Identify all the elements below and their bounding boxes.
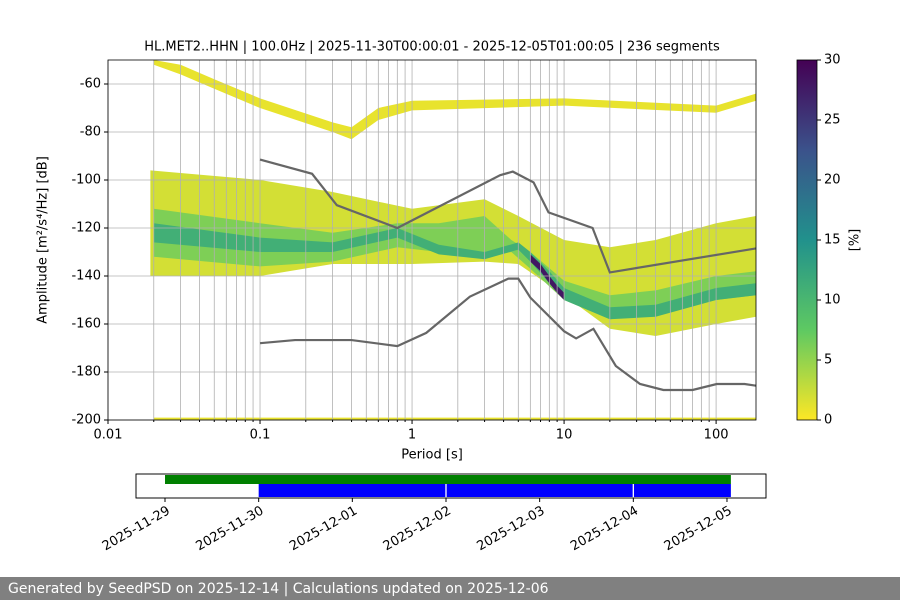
noise-model-line <box>259 277 756 392</box>
x-tick-label: 2025-11-30 <box>193 504 266 555</box>
y-tick-label: -160 <box>71 317 101 332</box>
colorbar <box>796 59 818 421</box>
noise-model-line <box>259 158 756 274</box>
x-tick-label: 2025-12-01 <box>287 504 360 555</box>
density-band <box>153 208 756 320</box>
density-band <box>153 223 756 320</box>
x-tick-label: 10 <box>556 428 573 443</box>
y-tick-label: -80 <box>80 125 101 140</box>
y-tick-label: -180 <box>71 365 101 380</box>
x-tick-label: 0.01 <box>94 428 123 443</box>
colorbar-tick-label: 20 <box>824 173 841 188</box>
x-tick-label: 2025-12-05 <box>662 504 735 555</box>
colorbar-label: [%] <box>848 229 863 252</box>
coverage-span <box>258 484 446 497</box>
y-tick-label: -140 <box>71 269 101 284</box>
colorbar-tick-label: 10 <box>824 293 841 308</box>
density-band <box>153 60 756 140</box>
y-tick-label: -200 <box>71 413 101 428</box>
x-tick-label: 1 <box>408 428 416 443</box>
x-axis-label: Period [s] <box>401 448 463 463</box>
colorbar-tick-label: 30 <box>824 53 841 68</box>
colorbar-tick-label: 5 <box>824 353 832 368</box>
coverage-span <box>446 484 633 497</box>
colorbar-tick-label: 25 <box>824 113 841 128</box>
plot-frame <box>107 59 757 421</box>
density-band <box>530 254 565 300</box>
y-tick-label: -60 <box>80 77 101 92</box>
coverage-span <box>165 475 731 484</box>
timeline-border <box>135 473 767 499</box>
density-band <box>153 417 756 420</box>
x-tick-label: 100 <box>704 428 729 443</box>
x-tick-label: 0.1 <box>250 428 271 443</box>
footer: Generated by SeedPSD on 2025-12-14 | Cal… <box>0 577 900 600</box>
y-tick-label: -120 <box>71 221 101 236</box>
x-tick-label: 2025-12-02 <box>381 504 454 555</box>
y-axis-label: Amplitude [m²/s⁴/Hz] [dB] <box>36 156 51 324</box>
chart: HL.MET2..HHN | 100.0Hz | 2025-11-30T00:0… <box>36 40 863 555</box>
coverage-span <box>633 484 731 497</box>
x-tick-label: 2025-11-29 <box>100 504 173 555</box>
x-tick-label: 2025-12-04 <box>568 504 641 555</box>
colorbar-tick-label: 15 <box>824 233 841 248</box>
x-tick-label: 2025-12-03 <box>474 504 547 555</box>
colorbar-tick-label: 0 <box>824 413 832 428</box>
chart-title: HL.MET2..HHN | 100.0Hz | 2025-11-30T00:0… <box>144 40 720 55</box>
y-tick-label: -100 <box>71 173 101 188</box>
